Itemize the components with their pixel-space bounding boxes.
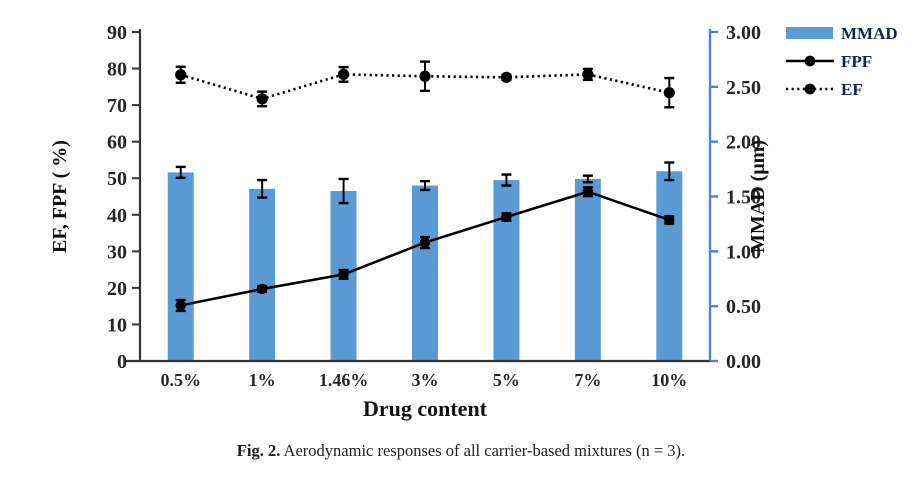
right-axis-title: MMAD (μm) (747, 140, 769, 253)
x-tick-label: 1.46% (319, 370, 369, 390)
legend-label-fpf: FPF (841, 52, 872, 71)
left-tick-label: 20 (107, 278, 127, 300)
legend-label-mmad: MMAD (841, 24, 898, 43)
marker-ef-1.46% (337, 68, 350, 81)
x-tick-label: 0.5% (160, 370, 201, 390)
bar-mmad-5% (493, 180, 520, 361)
left-tick-label: 0 (117, 351, 127, 373)
marker-ef-1% (256, 93, 268, 105)
legend: MMAD FPF EF (786, 24, 898, 99)
aerodynamic-responses-chart: 0 10 20 30 40 50 60 70 80 90 0.00 0.50 1.00 1.50 2.00 2… (49, 22, 898, 421)
left-tick-label: 90 (107, 22, 127, 44)
figure-caption: Fig. 2. Aerodynamic responses of all car… (0, 441, 922, 461)
right-tick-label: 2.50 (726, 77, 761, 99)
x-tick-label: 5% (493, 370, 520, 390)
right-tick-label: 0.00 (726, 351, 761, 373)
marker-ef-3% (419, 70, 431, 82)
left-tick-label: 10 (107, 314, 127, 336)
line-series-ef (175, 60, 675, 109)
marker-fpf-1.46% (338, 269, 349, 280)
line-series-fpf (175, 186, 675, 313)
marker-ef-7% (582, 68, 594, 81)
left-tick-label: 70 (107, 95, 127, 117)
right-tick-label: 0.50 (726, 296, 761, 318)
left-tick-label: 60 (107, 132, 127, 154)
bar-mmad-3% (412, 185, 438, 361)
marker-fpf-7% (582, 186, 594, 197)
bar-mmad-1% (249, 188, 276, 361)
marker-fpf-0.5% (175, 300, 186, 311)
left-tick-label: 50 (107, 168, 127, 190)
right-tick-label: 2.00 (726, 132, 761, 154)
axes: 0 10 20 30 40 50 60 70 80 90 0.00 0.50 1.00 1.50 2.00 2… (49, 22, 769, 421)
left-axis-title: EF, FPF ( %) (49, 140, 71, 253)
marker-fpf-1% (256, 283, 268, 295)
legend-swatch-mmad (786, 27, 833, 39)
marker-fpf-3% (419, 237, 431, 248)
left-tick-label: 80 (107, 59, 127, 81)
x-tick-label: 7% (574, 370, 601, 390)
left-tick-label: 40 (107, 205, 127, 227)
legend-marker-ef (804, 83, 816, 95)
x-axis-title: Drug content (363, 396, 488, 421)
caption-label: Fig. 2. (236, 441, 281, 460)
x-tick-label: 10% (651, 370, 687, 390)
legend-label-ef: EF (841, 80, 863, 99)
bar-error-bars (175, 161, 675, 205)
x-tick-label: 1% (249, 370, 276, 390)
right-tick-label: 1.00 (726, 241, 761, 263)
marker-ef-10% (663, 87, 675, 99)
bar-mmad-10% (656, 171, 683, 361)
marker-fpf-5% (501, 211, 512, 223)
right-tick-label: 3.00 (726, 22, 761, 44)
x-tick-label: 3% (412, 370, 439, 390)
marker-ef-5% (500, 71, 513, 83)
marker-fpf-10% (664, 214, 675, 226)
bars-mmad (167, 171, 683, 361)
marker-ef-0.5% (175, 69, 187, 81)
right-tick-label: 1.50 (726, 187, 761, 209)
bar-mmad-7% (574, 178, 601, 361)
caption-text: Aerodynamic responses of all carrier-bas… (280, 441, 686, 460)
left-tick-label: 30 (107, 241, 127, 263)
legend-marker-fpf (804, 55, 816, 67)
bar-mmad-0.5% (167, 172, 194, 361)
